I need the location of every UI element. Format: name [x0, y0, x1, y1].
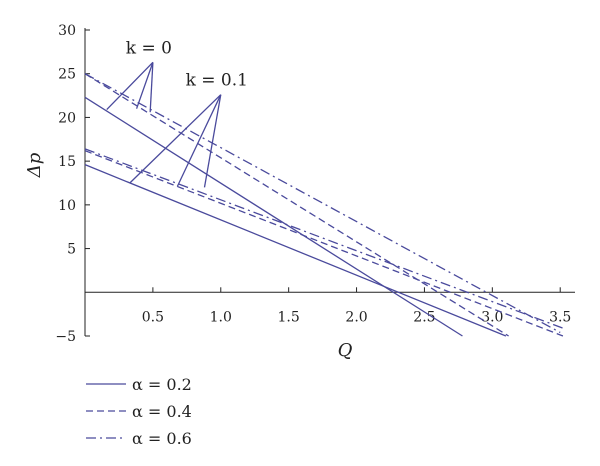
annotations: k = 0 k = 0.1 — [106, 38, 248, 188]
series-line — [84, 150, 564, 337]
x-tick-label: 3.5 — [549, 309, 571, 325]
legend-label: α = 0.6 — [132, 429, 192, 448]
x-ticks: 0.5 1.0 1.5 2.0 2.5 3.0 3.5 — [142, 287, 571, 325]
x-tick-label: 1.0 — [210, 309, 232, 325]
x-tick-label: 2.5 — [413, 309, 435, 325]
annotation-pointer — [176, 94, 222, 187]
series-line — [84, 73, 509, 337]
annotation-pointer — [135, 62, 154, 109]
y-tick-label: 5 — [67, 242, 76, 258]
annotation-label: k = 0.1 — [186, 71, 248, 91]
annotation-pointer — [129, 94, 222, 184]
x-tick-label: 2.0 — [345, 309, 367, 325]
legend: α = 0.2 α = 0.4 α = 0.6 — [86, 375, 192, 448]
x-tick-label: 3.0 — [481, 309, 503, 325]
legend-label: α = 0.4 — [132, 402, 192, 421]
annotation-label: k = 0 — [126, 38, 172, 58]
x-axis-label: Q — [338, 340, 353, 361]
series-line — [84, 96, 463, 337]
series-line — [84, 164, 507, 337]
annotation-pointer — [203, 94, 222, 188]
y-tick-label: 15 — [58, 154, 76, 170]
series-line — [84, 73, 561, 334]
series-group — [84, 73, 564, 337]
y-tick-label: 20 — [58, 110, 76, 126]
legend-label: α = 0.2 — [132, 375, 192, 394]
y-tick-label: 30 — [58, 23, 76, 39]
x-tick-label: 1.5 — [278, 309, 300, 325]
y-ticks: −5 5 10 15 20 25 30 — [55, 23, 90, 345]
x-tick-label: 0.5 — [142, 309, 164, 325]
series-line — [84, 148, 564, 329]
y-tick-label: 25 — [58, 67, 76, 83]
y-tick-label: −5 — [55, 329, 76, 345]
y-tick-label: 10 — [58, 198, 76, 214]
annotation-pointer — [106, 61, 154, 111]
annotation-pointer — [149, 62, 154, 113]
y-axis-label: Δp — [24, 152, 45, 178]
